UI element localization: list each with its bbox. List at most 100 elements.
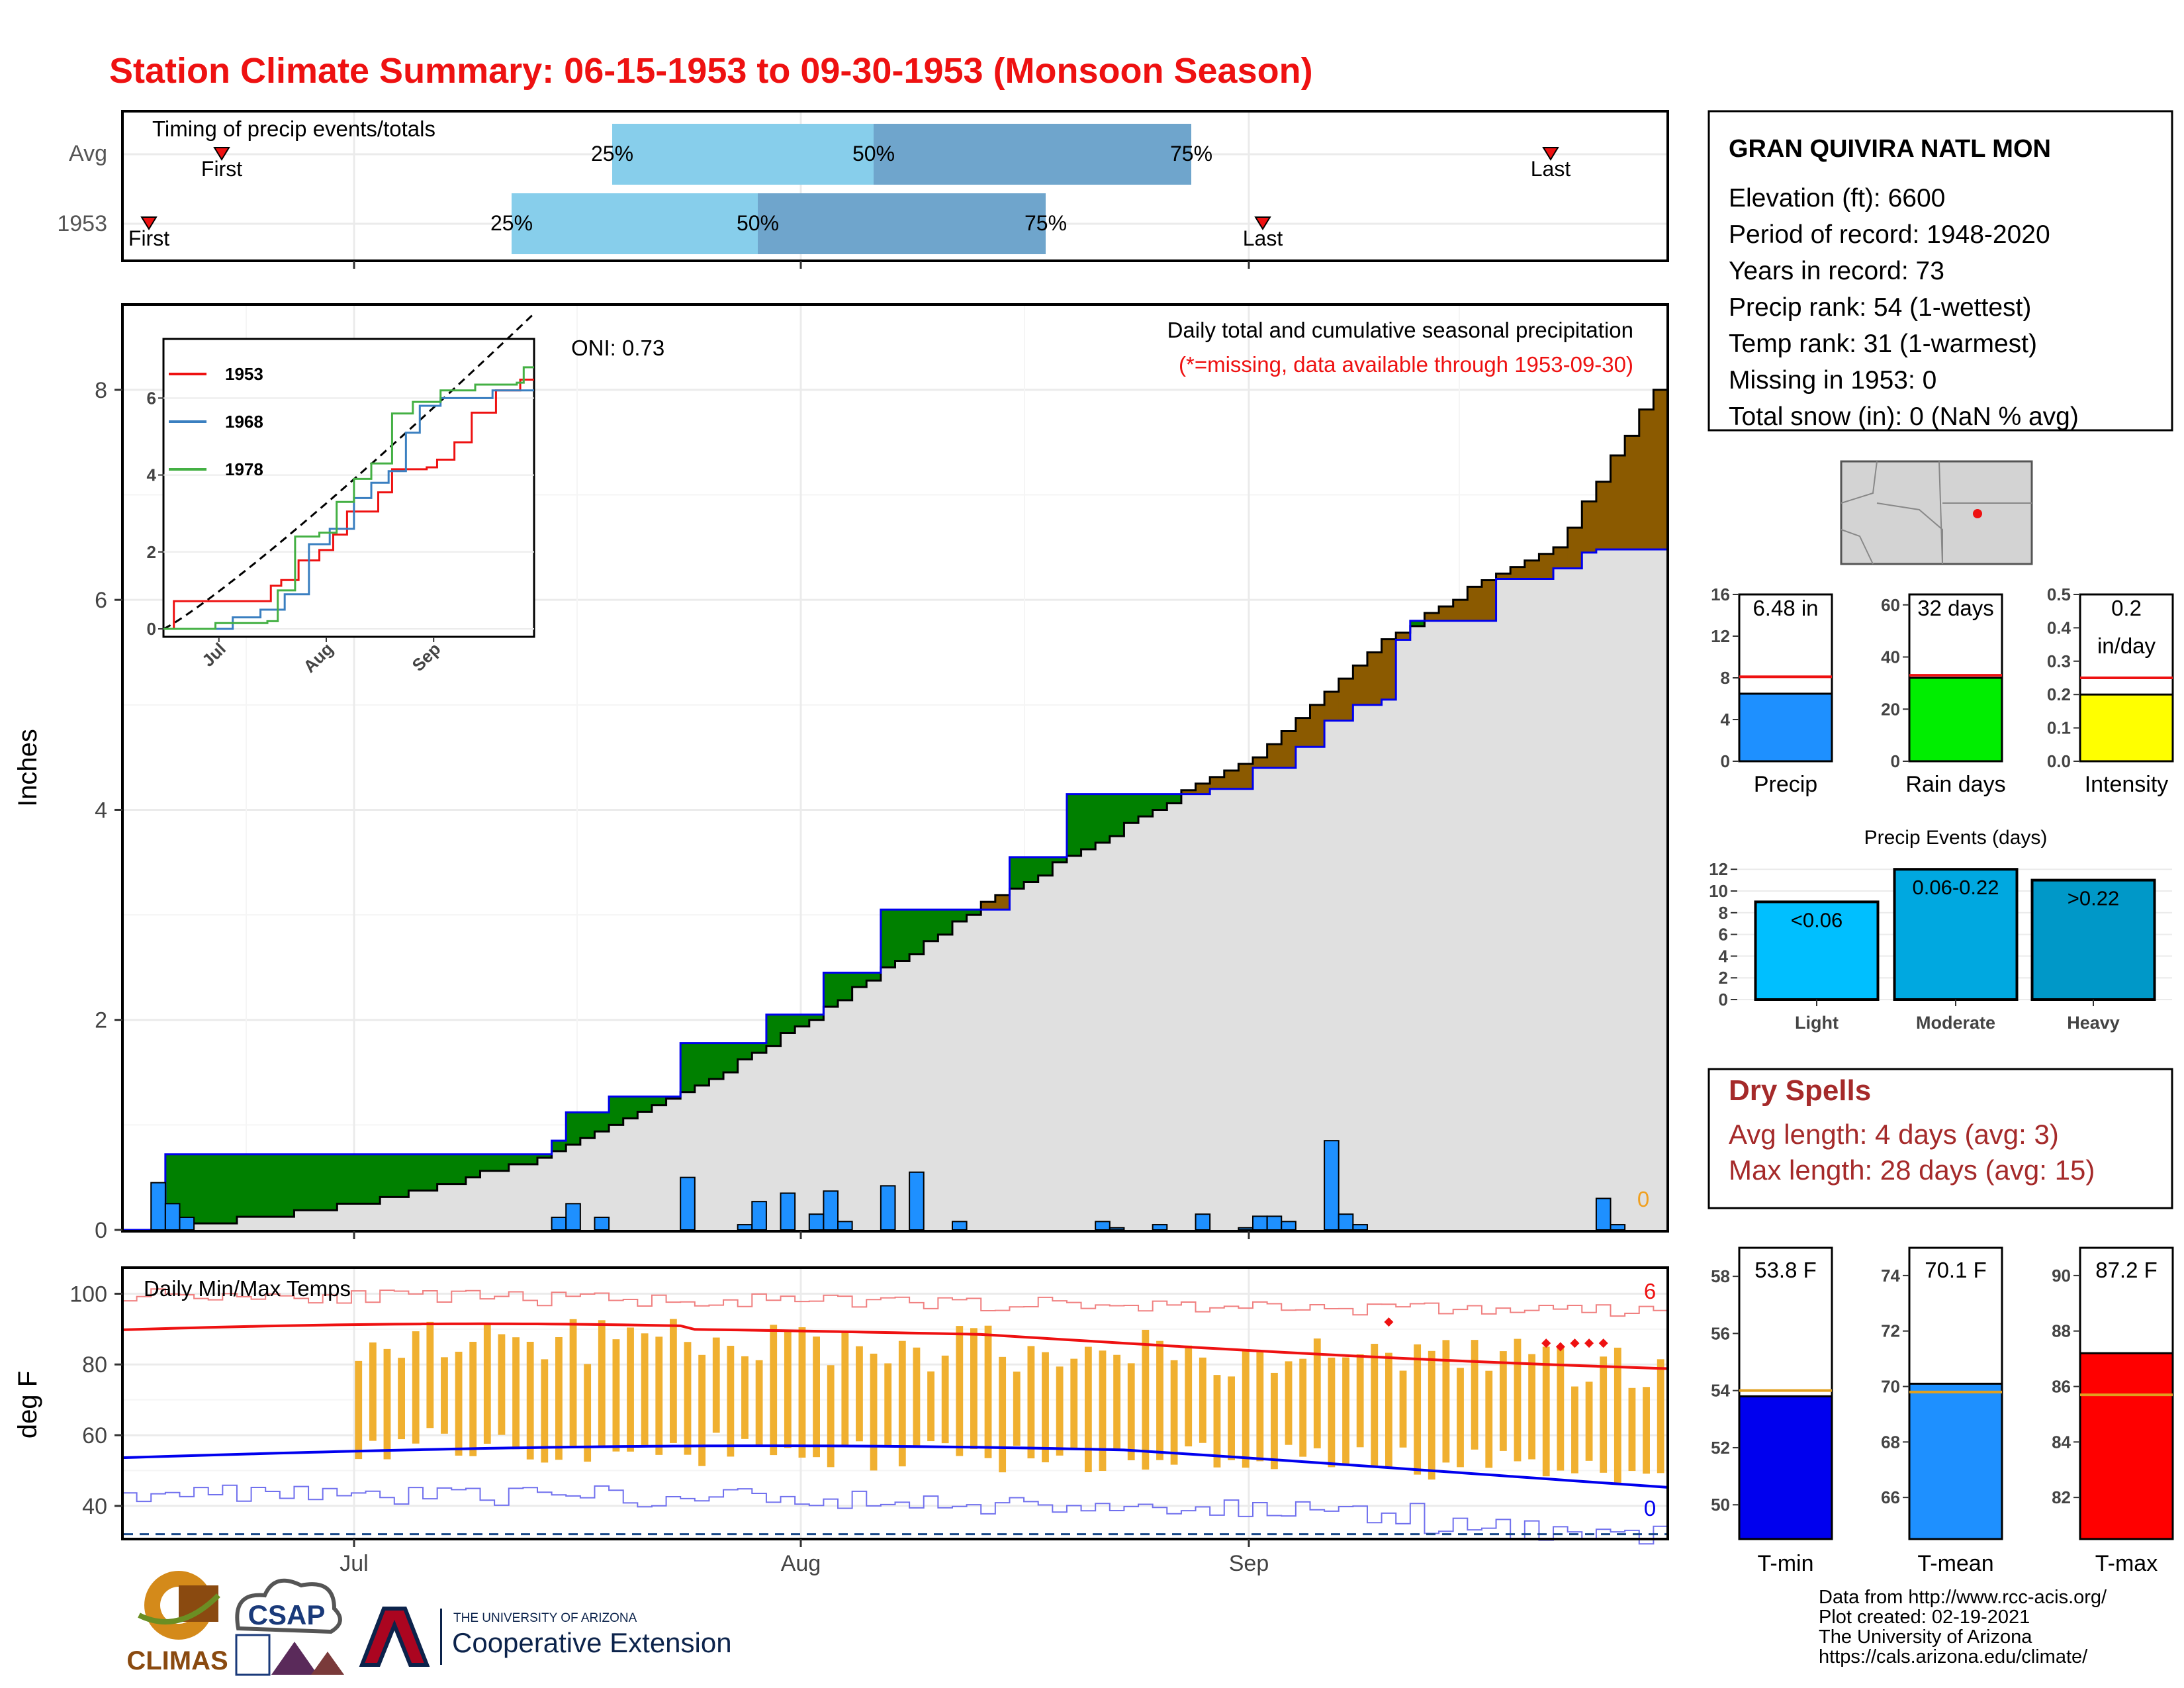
precip-y-tick-label: 2	[95, 1008, 107, 1033]
temp-bar-y-tick-label: 70	[1881, 1377, 1900, 1397]
daily-precip-bar	[1095, 1221, 1111, 1231]
daily-temp-range-bar	[1328, 1357, 1336, 1468]
daily-temp-range-bar	[1084, 1346, 1092, 1473]
station-info-line: Years in record: 73	[1729, 257, 1944, 285]
station-name: GRAN QUIVIRA NATL MON	[1729, 135, 2051, 163]
daily-temp-range-bar	[1399, 1370, 1407, 1448]
daily-temp-range-bar	[612, 1339, 620, 1452]
temp-bar-y-tick-label: 56	[1711, 1323, 1730, 1343]
summary-bar-y-tick-label: 0.4	[2047, 618, 2071, 637]
precip-deficit-area	[1524, 560, 1540, 579]
summary-bar-category: Rain days	[1905, 772, 2005, 797]
daily-temp-range-bar	[1170, 1360, 1178, 1465]
daily-precip-bar	[808, 1213, 825, 1231]
events-y-tick-label: 12	[1709, 859, 1728, 879]
precip-surplus-area	[1052, 857, 1068, 863]
precip-surplus-area	[1038, 857, 1053, 876]
daily-temp-range-bar	[813, 1336, 820, 1458]
daily-temp-range-bar	[1042, 1352, 1049, 1463]
temp-x-tick-label: Jul	[340, 1551, 368, 1576]
daily-temp-range-bar	[512, 1337, 520, 1450]
average-max-temp-line	[122, 1322, 1668, 1370]
temp-bar-y-tick-label: 84	[2052, 1432, 2071, 1452]
timing-label-q25: 25%	[490, 211, 533, 235]
timing-label-first: First	[201, 157, 242, 181]
daily-temp-range-bar	[584, 1364, 592, 1462]
daily-temp-range-bar	[441, 1357, 448, 1434]
temp-bar-y-tick-label: 50	[1711, 1495, 1730, 1515]
daily-temp-range-bar	[1557, 1348, 1565, 1471]
precip-surplus-area	[566, 1112, 581, 1145]
inset-series-1978	[163, 366, 534, 630]
credit-line-2: Plot created: 02-19-2021	[1819, 1607, 2030, 1628]
precip-deficit-area	[1396, 632, 1411, 640]
daily-temp-range-bar	[483, 1323, 491, 1444]
precip-surplus-area	[1124, 794, 1139, 823]
daily-precip-bar	[594, 1216, 610, 1231]
record-high-marker	[1541, 1338, 1551, 1348]
record-high-marker	[1598, 1338, 1608, 1348]
summary-bar-y-tick-label: 12	[1711, 626, 1730, 646]
daily-temp-range-bar	[784, 1330, 792, 1448]
summary-bar-y-tick-label: 40	[1881, 647, 1900, 667]
daily-temp-range-bar	[927, 1371, 934, 1442]
station-info-line: Elevation (ft): 6600	[1729, 184, 1945, 212]
precip-deficit-area	[1210, 776, 1225, 789]
timing-row-label-avg: Avg	[69, 141, 107, 166]
daily-temp-range-bar	[1342, 1357, 1349, 1466]
temp-bar-y-tick-label: 54	[1711, 1381, 1730, 1401]
timing-label-q25: 25%	[591, 142, 633, 165]
temp-bar-y-tick-label: 52	[1711, 1438, 1730, 1458]
csap-logo-text: CSAP	[248, 1599, 326, 1630]
figure-title: Station Climate Summary: 06-15-1953 to 0…	[109, 51, 1313, 91]
events-y-tick-label: 4	[1719, 946, 1729, 966]
precip-surplus-area	[194, 1154, 209, 1224]
university-name: THE UNIVERSITY OF ARIZONA	[453, 1611, 637, 1625]
precip-surplus-area	[923, 910, 938, 941]
daily-temp-range-bar	[870, 1353, 878, 1471]
precip-surplus-area	[1109, 794, 1125, 837]
precip-deficit-area	[1596, 481, 1612, 550]
daily-temp-range-bar	[841, 1332, 849, 1446]
precip-surplus-area	[1167, 794, 1182, 804]
daily-temp-range-bar	[1099, 1350, 1107, 1471]
precip-surplus-area	[909, 910, 925, 955]
precip-surplus-area	[1066, 794, 1082, 856]
precip-surplus-area	[1009, 857, 1024, 889]
daily-temp-range-bar	[627, 1327, 634, 1452]
missing-count: 0	[1637, 1187, 1649, 1211]
timing-first-marker	[213, 147, 230, 161]
summary-bar-y-tick-label: 0.2	[2047, 684, 2071, 704]
daily-temp-range-bar	[469, 1342, 477, 1456]
precip-panel: 0 2 4 6 8 Inches Daily total and cumulative …	[13, 303, 1669, 1243]
dry-spells-avg: Avg length: 4 days (avg: 3)	[1729, 1119, 2059, 1150]
temp-bar-value	[1908, 1382, 2003, 1540]
precip-deficit-area	[995, 895, 1011, 910]
daily-temp-range-bar	[383, 1348, 391, 1460]
credit-line-4: https://cals.arizona.edu/climate/	[1819, 1646, 2088, 1667]
events-bar	[1893, 868, 2019, 1001]
timing-label-first: First	[128, 226, 169, 250]
summary-bar-y-tick-label: 4	[1721, 710, 1731, 729]
daily-temp-range-bar	[1485, 1370, 1493, 1468]
daily-temp-range-bar	[498, 1334, 506, 1435]
precip-surplus-area	[609, 1096, 624, 1125]
timing-title: Timing of precip events/totals	[152, 117, 435, 141]
precip-deficit-area	[1324, 691, 1340, 721]
summary-bar-y-tick-label: 0.3	[2047, 651, 2071, 671]
daily-precip-bar	[1595, 1197, 1612, 1231]
temp-bar-y-tick-label: 86	[2052, 1377, 2071, 1397]
daily-temp-range-bar	[856, 1346, 863, 1442]
summary-bar-y-tick-label: 0	[1721, 751, 1730, 771]
events-title: Precip Events (days)	[1864, 827, 2048, 849]
precip-surplus-area	[437, 1154, 452, 1184]
inset-y-tick-label: 6	[147, 388, 156, 408]
temp-summary-bars: 53.8 F 50 52 54 56 58 T-min 70.1 F 66 68 70 72 74 T-m…	[1711, 1246, 2174, 1576]
record-high-line	[122, 1288, 1668, 1317]
timing-label-q50: 50%	[737, 211, 779, 235]
temp-bar-label: 87.2 F	[2095, 1258, 2158, 1282]
precip-surplus-area	[795, 1014, 810, 1027]
precip-surplus-area	[823, 972, 839, 1007]
precip-surplus-area	[651, 1096, 667, 1105]
events-category-label: Heavy	[2067, 1013, 2120, 1033]
